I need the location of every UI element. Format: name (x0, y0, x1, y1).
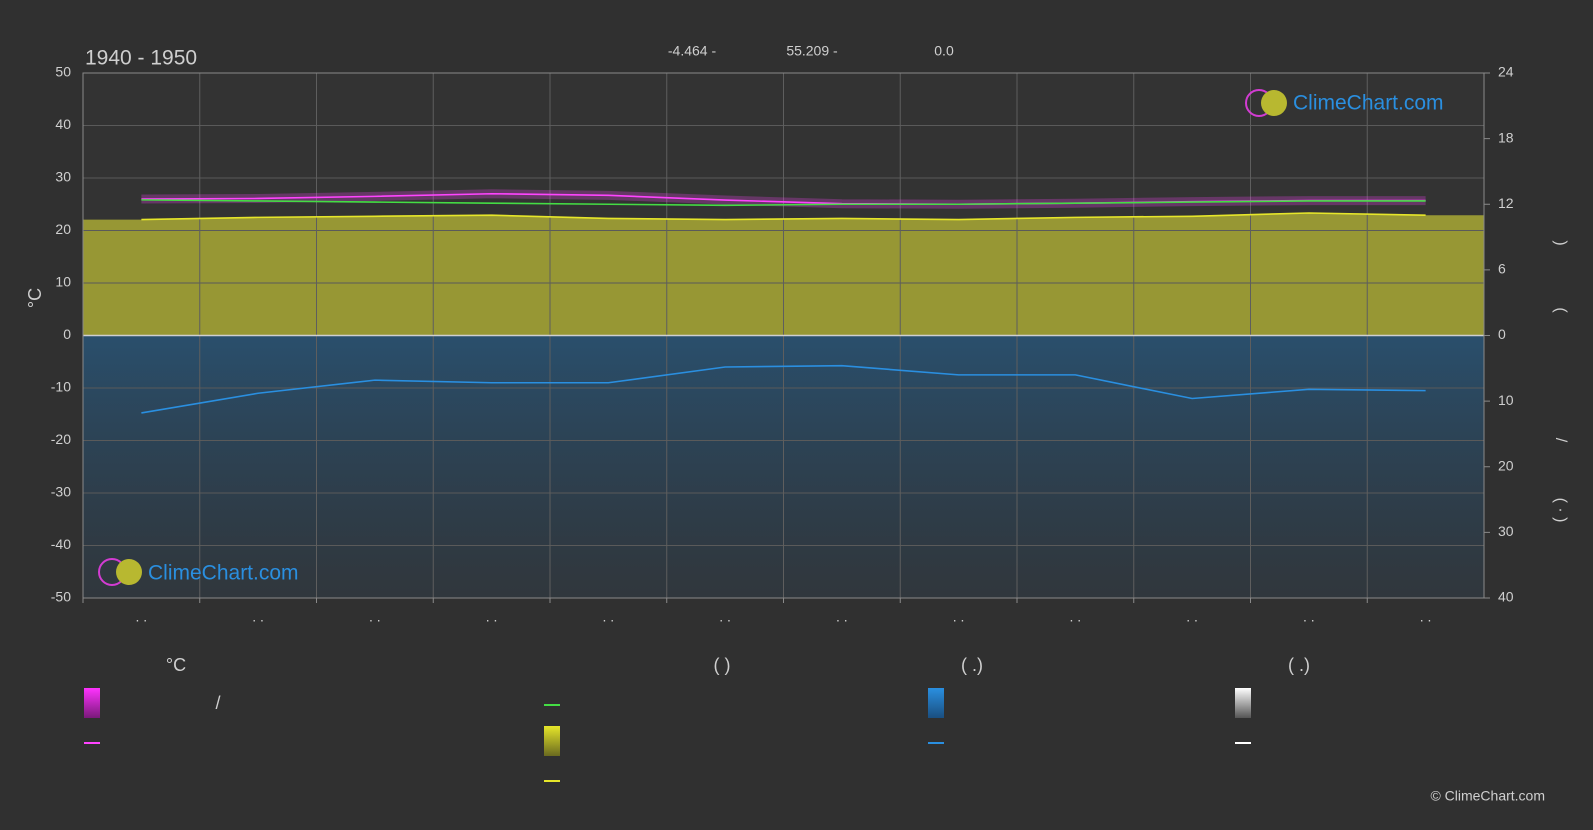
y-axis-label: °C (25, 288, 45, 308)
legend-header: °C (166, 655, 186, 675)
x-tick-label: . . (1186, 609, 1198, 625)
x-tick-label: . . (836, 609, 848, 625)
y-tick-label: -40 (51, 536, 71, 552)
right-axis-label: / (1552, 438, 1569, 443)
coordinate: -4.464 - (668, 43, 717, 59)
x-tick-label: . . (1420, 609, 1432, 625)
legend-swatch (84, 688, 100, 718)
y2-tick-label: 6 (1498, 261, 1506, 277)
chart-title: 1940 - 1950 (85, 47, 197, 70)
watermark-text: ClimeChart.com (1293, 92, 1444, 115)
y-tick-label: -30 (51, 484, 71, 500)
x-tick-label: . . (603, 609, 615, 625)
series-line (141, 199, 1426, 207)
y3-tick-label: 30 (1498, 523, 1514, 539)
right-axis-label: ) (1552, 240, 1569, 245)
y-tick-label: 20 (55, 221, 71, 237)
x-tick-label: . . (486, 609, 498, 625)
y2-tick-label: 18 (1498, 129, 1514, 145)
watermark-text: ClimeChart.com (148, 562, 299, 585)
y-tick-label: -50 (51, 589, 71, 605)
y-tick-label: 0 (63, 326, 71, 342)
x-tick-label: . . (953, 609, 965, 625)
x-tick-label: . . (1070, 609, 1082, 625)
y-tick-label: -20 (51, 431, 71, 447)
x-tick-label: . . (136, 609, 148, 625)
x-tick-label: . . (369, 609, 381, 625)
watermark: ClimeChart.com (1245, 89, 1444, 117)
y3-tick-label: 20 (1498, 457, 1514, 473)
right-axis-label: ( (1552, 307, 1569, 313)
y-tick-label: 40 (55, 116, 71, 132)
legend-header: ( ) (714, 655, 731, 675)
y3-tick-label: 40 (1498, 589, 1514, 605)
copyright: © ClimeChart.com (1430, 788, 1545, 804)
legend-swatch (544, 726, 560, 756)
y3-tick-label: 10 (1498, 392, 1514, 408)
y2-tick-label: 24 (1498, 64, 1514, 80)
x-tick-label: . . (1303, 609, 1315, 625)
y-tick-label: 50 (55, 64, 71, 80)
legend-text: / (215, 693, 220, 713)
series-line (141, 364, 1426, 414)
legend-header: ( .) (1288, 655, 1310, 675)
series-line (141, 212, 1426, 221)
y-tick-label: 30 (55, 169, 71, 185)
plot-background (82, 72, 1485, 599)
y2-tick-label: 12 (1498, 195, 1514, 211)
x-tick-label: . . (252, 609, 264, 625)
y-tick-label: 10 (55, 274, 71, 290)
legend-header: ( .) (961, 655, 983, 675)
right-axis-label: ( · ) (1552, 498, 1569, 523)
watermark: ClimeChart.com (98, 558, 299, 586)
coordinate: 55.209 - (786, 43, 838, 59)
x-tick-label: . . (719, 609, 731, 625)
legend-swatch (1235, 688, 1251, 718)
y2-tick-label: 0 (1498, 326, 1506, 342)
coordinate: 0.0 (934, 43, 954, 59)
legend-swatch (928, 688, 944, 718)
y-tick-label: -10 (51, 379, 71, 395)
